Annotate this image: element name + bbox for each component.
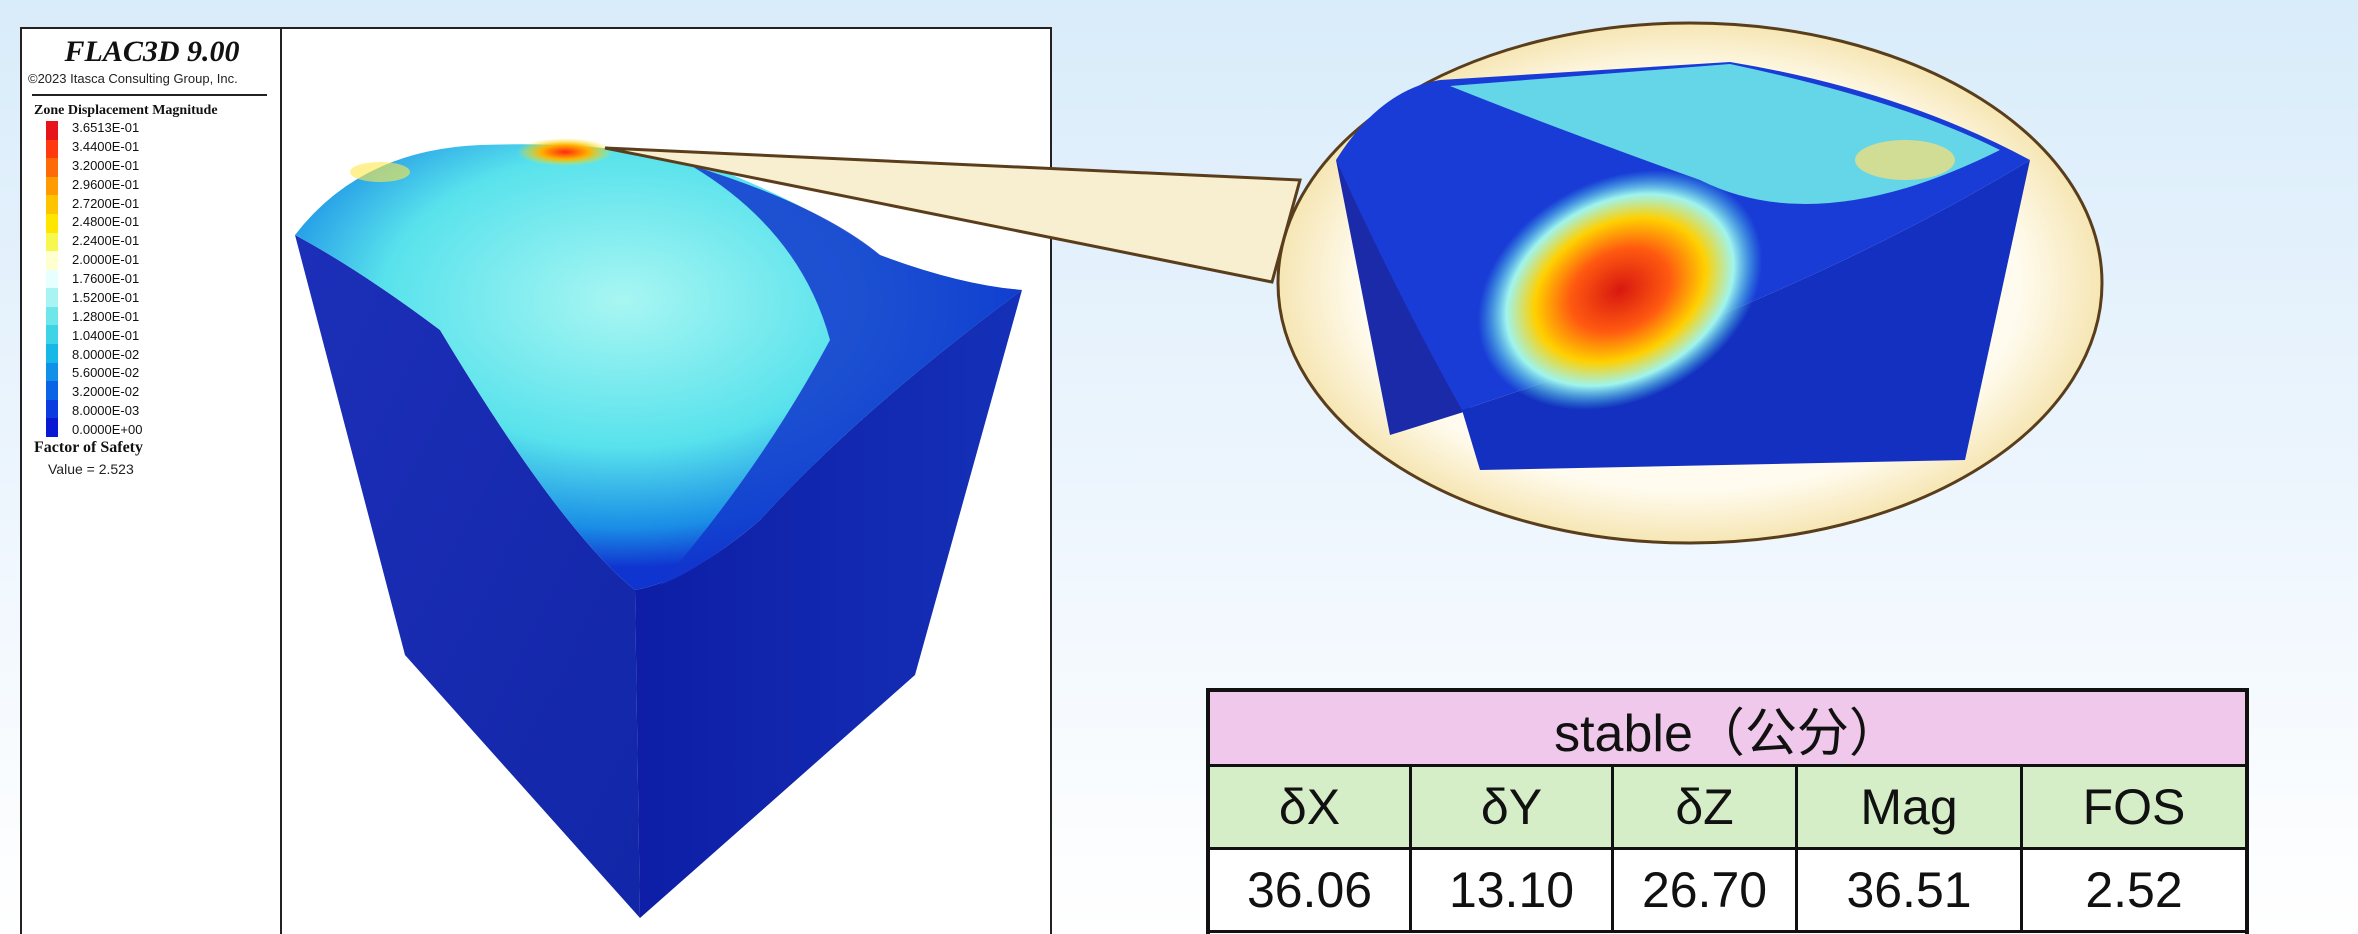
- colorbar-segment: [46, 139, 58, 159]
- colorbar-label: 2.2400E-01: [72, 233, 140, 249]
- colorbar-label: 2.7200E-01: [72, 195, 140, 211]
- model-right-face: [635, 290, 1022, 918]
- value-dy: 13.10: [1412, 850, 1614, 930]
- colorbar-label: 1.5200E-01: [72, 289, 140, 305]
- colorbar-segment: [46, 195, 58, 215]
- app-title: FLAC3D 9.00: [64, 35, 240, 68]
- model-top-blue-region: [660, 165, 1022, 585]
- column-fos: FOS: [2082, 779, 2186, 835]
- column-dy: δY: [1412, 767, 1614, 847]
- colorbar-segment: [46, 306, 58, 326]
- legend-divider: [32, 94, 267, 96]
- colorbar-label: 3.6513E-01: [72, 120, 140, 135]
- column-dz: δZ: [1614, 767, 1798, 847]
- colorbar-segment: [46, 269, 58, 289]
- zoom-hotspot-right: [1855, 140, 1955, 180]
- colorbar-label: 5.6000E-02: [72, 365, 140, 381]
- value-fos: 2.52: [2085, 862, 2183, 918]
- colorbar-segment: [46, 325, 58, 345]
- colorbar-segment: [46, 158, 58, 178]
- colorbar-label: 2.9600E-01: [72, 176, 140, 192]
- value-mag: 36.51: [1798, 850, 2023, 930]
- model-hotspot: [517, 138, 613, 166]
- colorbar-label: 8.0000E-02: [72, 346, 140, 362]
- value-dx: 36.06: [1210, 850, 1412, 930]
- colorbar-segment: [46, 213, 58, 234]
- table-header: stable（公分）: [1210, 692, 2245, 767]
- colorbar-segment: [46, 251, 58, 271]
- legend-column: FLAC3D 9.00 ©2023 Itasca Consulting Grou…: [22, 29, 282, 934]
- colorbar-segment: [46, 362, 58, 382]
- table-value-row: 36.06 13.10 26.70 36.51 2.52: [1210, 850, 2245, 933]
- colorbar-label: 3.4400E-01: [72, 138, 140, 154]
- zoom-hotspot: [1477, 170, 1763, 410]
- model-left-face: [295, 235, 640, 918]
- legend-title: Zone Displacement Magnitude: [34, 103, 218, 118]
- fos-value: Value = 2.523: [48, 461, 134, 477]
- callout-pointer: [604, 146, 1302, 284]
- value-dz: 26.70: [1614, 850, 1798, 930]
- colorbar-segment: [46, 232, 58, 252]
- colorbar: [46, 121, 58, 438]
- colorbar-segment: [46, 399, 58, 419]
- colorbar-segment: [46, 121, 58, 141]
- colorbar-segment: [46, 418, 58, 438]
- colorbar-label: 0.0000E+00: [72, 422, 143, 437]
- colorbar-label: 2.0000E-01: [72, 252, 140, 268]
- colorbar-label: 1.0400E-01: [72, 327, 140, 343]
- colorbar-label: 2.4800E-01: [72, 214, 140, 230]
- fos-title: Factor of Safety: [34, 439, 143, 456]
- table-column-row: δX δY δZ Mag FOS: [1210, 767, 2245, 850]
- colorbar-segment: [46, 344, 58, 364]
- colorbar-label: 1.2800E-01: [72, 308, 140, 324]
- colorbar-segment: [46, 176, 58, 196]
- model-hotspot-small: [350, 162, 410, 182]
- colorbar-segment: [46, 288, 58, 308]
- colorbar-segment: [46, 381, 58, 401]
- colorbar-label: 3.2000E-02: [72, 384, 140, 400]
- colorbar-label: 8.0000E-03: [72, 403, 140, 419]
- column-mag: Mag: [1798, 767, 2023, 847]
- colorbar-label: 3.2000E-01: [72, 157, 140, 173]
- copyright-text: ©2023 Itasca Consulting Group, Inc.: [28, 71, 238, 86]
- colorbar-label: 1.7600E-01: [72, 271, 140, 286]
- column-dx: δX: [1210, 767, 1412, 847]
- results-table: stable（公分） δX δY δZ Mag FOS 36.06 13.10 …: [1206, 688, 2249, 934]
